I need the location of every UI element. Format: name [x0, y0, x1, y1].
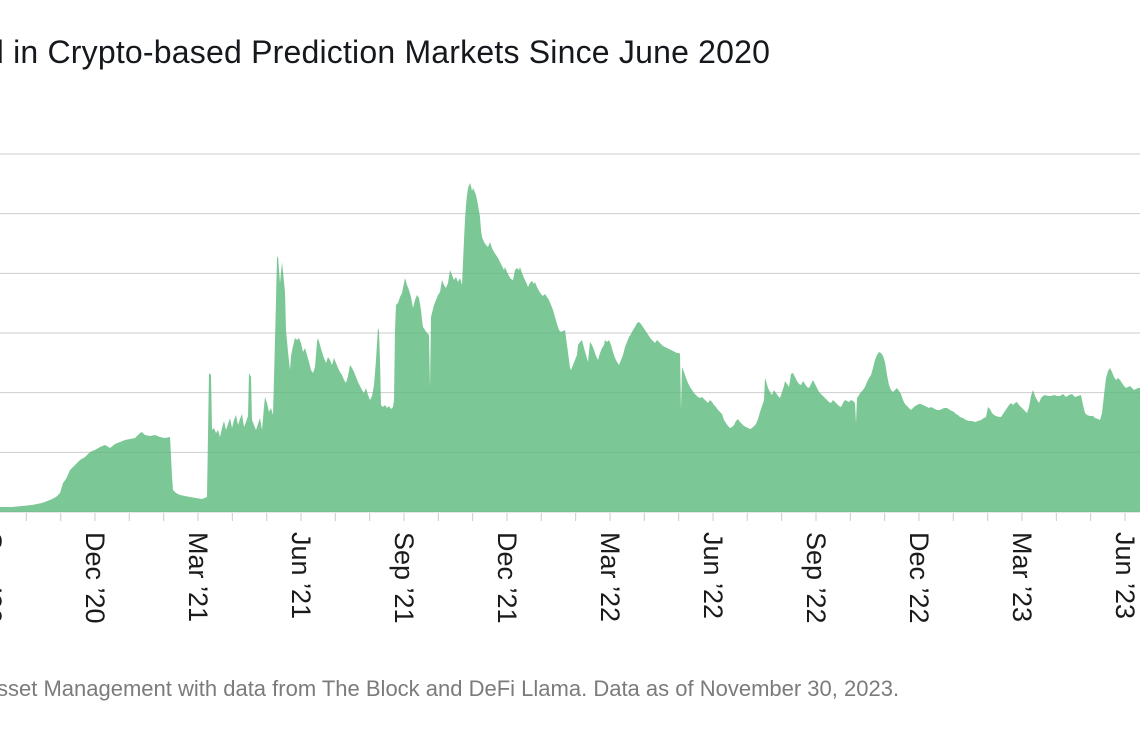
- tvl-area-series: [0, 183, 1140, 512]
- x-axis-label: Mar ’23: [1007, 532, 1037, 622]
- x-axis-label: Dec ’20: [80, 532, 110, 624]
- x-axis-label: Mar ’21: [183, 532, 213, 622]
- chart-title: d in Crypto-based Prediction Markets Sin…: [0, 34, 771, 70]
- x-axis-label: Sep ’22: [801, 532, 831, 624]
- x-axis-label: Sep ’20: [0, 532, 7, 624]
- x-axis-label: Dec ’21: [492, 532, 522, 624]
- x-axis-label: Jun ’21: [286, 532, 316, 619]
- x-axis-label: Jun ’23: [1110, 532, 1140, 619]
- tvl-area-chart: Sep ’20 Dec ’20 Mar ’21 Jun ’21 Sep ’21 Dec ’…: [0, 153, 1140, 624]
- source-note: sset Management with data from The Block…: [0, 676, 900, 701]
- x-axis-label: Jun ’22: [698, 532, 728, 619]
- x-axis-label: Mar ’22: [595, 532, 625, 622]
- x-axis-label: Dec ’22: [904, 532, 934, 624]
- x-axis-label: Sep ’21: [389, 532, 419, 624]
